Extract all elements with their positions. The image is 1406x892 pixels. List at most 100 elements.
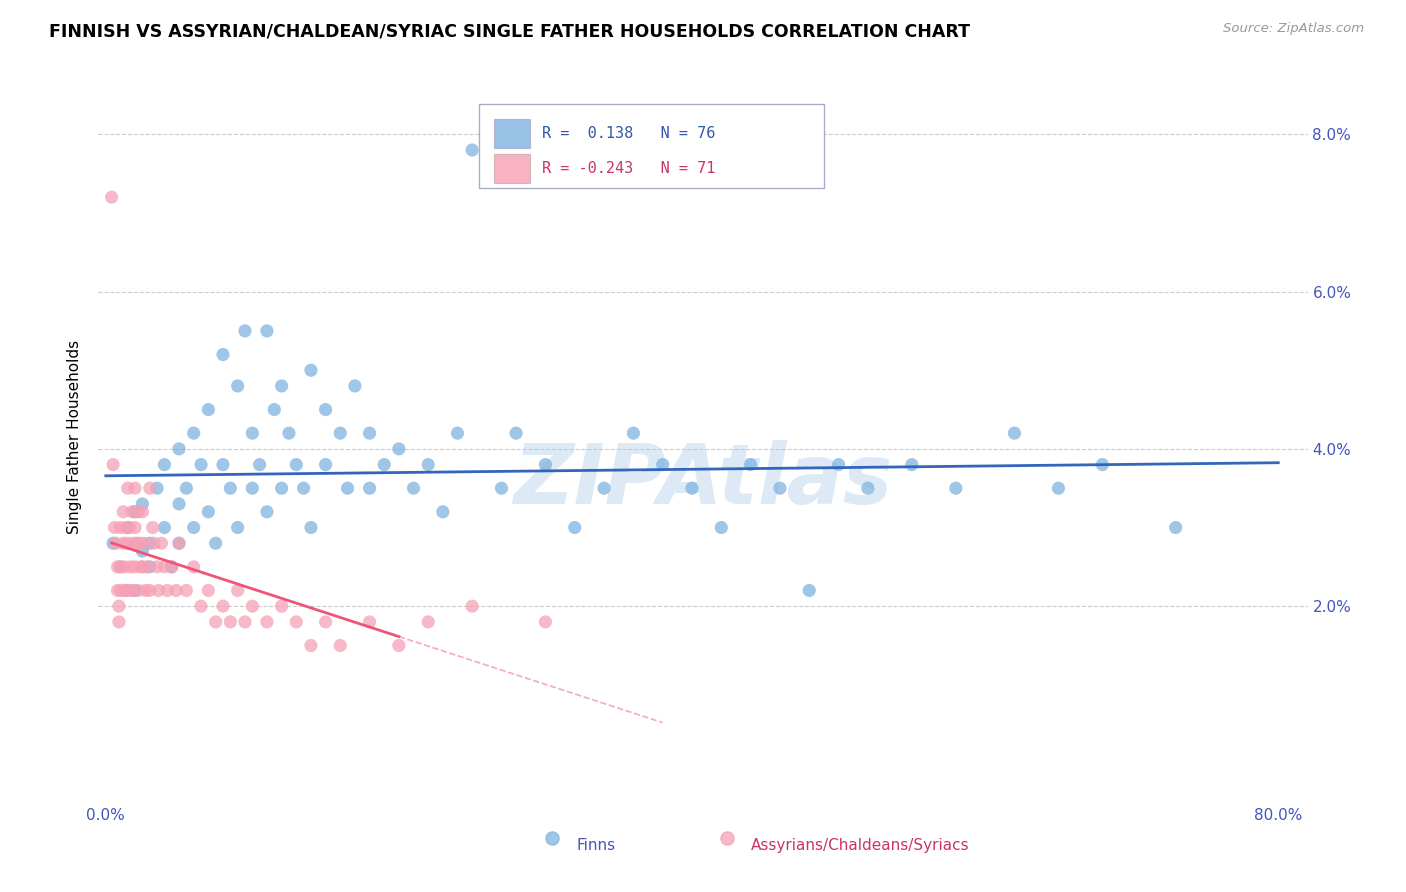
Point (270, 379, 292, 393)
Text: FINNISH VS ASSYRIAN/CHALDEAN/SYRIAC SINGLE FATHER HOUSEHOLDS CORRELATION CHART: FINNISH VS ASSYRIAN/CHALDEAN/SYRIAC SING… (49, 22, 970, 40)
Point (101, 536, 124, 550)
Point (110, 520, 132, 534)
Point (190, 458, 212, 472)
Text: R =  0.138   N = 76: R = 0.138 N = 76 (543, 126, 716, 141)
Point (115, 520, 138, 534)
Point (101, 458, 124, 472)
Point (167, 442, 190, 456)
Point (564, 520, 586, 534)
Point (114, 559, 136, 574)
Point (124, 505, 146, 519)
Point (278, 426, 301, 441)
Point (491, 481, 513, 495)
Point (534, 615, 557, 629)
Point (153, 520, 176, 534)
Point (461, 599, 484, 614)
Point (945, 481, 967, 495)
Point (183, 426, 205, 441)
Point (121, 505, 143, 519)
Point (233, 615, 256, 629)
Point (131, 544, 153, 558)
Point (901, 458, 924, 472)
Point (108, 615, 131, 629)
Point (373, 458, 395, 472)
Point (117, 520, 139, 534)
Point (138, 536, 160, 550)
Point (204, 536, 226, 550)
Point (146, 481, 169, 495)
Point (165, 583, 187, 598)
Point (240, 426, 263, 441)
Point (856, 481, 879, 495)
Point (148, 583, 170, 598)
Point (285, 615, 308, 629)
Point (534, 458, 557, 472)
Point (160, 559, 183, 574)
Point (117, 583, 139, 598)
Point (388, 639, 411, 653)
Point (359, 615, 381, 629)
Point (418, 458, 440, 472)
Point (197, 402, 219, 417)
Point (110, 559, 132, 574)
Point (593, 481, 616, 495)
Point (107, 583, 129, 598)
Point (134, 583, 156, 598)
Point (105, 536, 128, 550)
Point (769, 481, 792, 495)
Point (150, 536, 173, 550)
Point (124, 559, 146, 574)
Point (240, 481, 263, 495)
Point (212, 599, 235, 614)
Point (131, 505, 153, 519)
Text: Source: ZipAtlas.com: Source: ZipAtlas.com (1223, 22, 1364, 36)
Point (418, 615, 440, 629)
Point (120, 559, 142, 574)
Text: Finns: Finns (576, 838, 616, 853)
Point (118, 520, 141, 534)
Point (226, 583, 249, 598)
Point (446, 426, 468, 441)
Point (432, 505, 454, 519)
Text: Assyrians/Chaldeans/Syriacs: Assyrians/Chaldeans/Syriacs (751, 838, 970, 853)
Text: ZIPAtlas: ZIPAtlas (513, 441, 893, 522)
Point (799, 583, 821, 598)
Point (122, 536, 145, 550)
Point (117, 536, 139, 550)
Point (461, 143, 484, 157)
Point (190, 599, 212, 614)
Point (336, 481, 359, 495)
Point (112, 505, 135, 519)
Point (1004, 426, 1026, 441)
Point (112, 536, 135, 550)
Point (359, 426, 381, 441)
Point (110, 583, 132, 598)
Point (124, 520, 146, 534)
Point (176, 481, 198, 495)
Point (256, 615, 278, 629)
Point (226, 379, 249, 393)
Point (343, 379, 366, 393)
Point (115, 583, 138, 598)
Point (153, 559, 176, 574)
Point (226, 520, 249, 534)
FancyBboxPatch shape (494, 154, 530, 183)
Point (129, 559, 152, 574)
Point (315, 402, 337, 417)
Point (256, 505, 278, 519)
Point (1164, 520, 1187, 534)
Point (142, 520, 165, 534)
Point (138, 559, 160, 574)
Text: R = -0.243   N = 71: R = -0.243 N = 71 (543, 161, 716, 176)
Point (292, 481, 315, 495)
Point (146, 559, 169, 574)
Point (135, 559, 157, 574)
Point (299, 520, 322, 534)
Point (388, 442, 411, 456)
FancyBboxPatch shape (494, 119, 530, 148)
Point (125, 536, 148, 550)
Point (1091, 458, 1114, 472)
Point (270, 599, 292, 614)
Point (219, 615, 242, 629)
Point (270, 481, 292, 495)
